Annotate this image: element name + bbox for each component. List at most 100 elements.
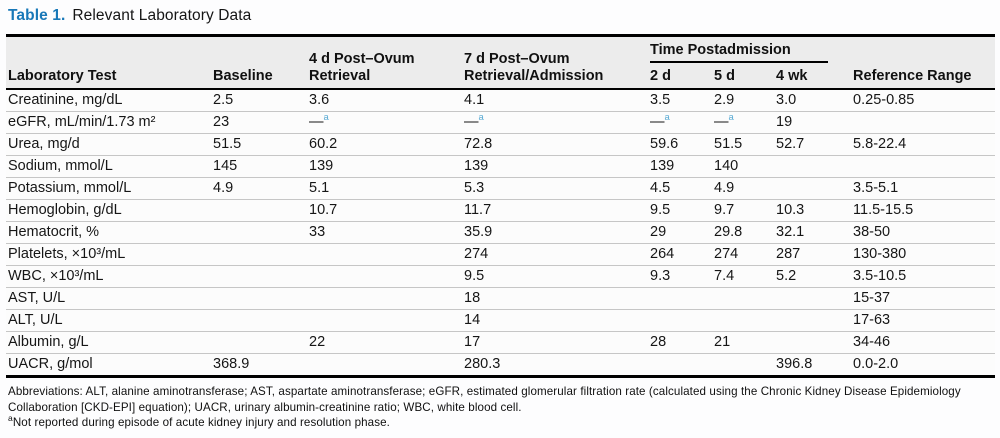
table-row: AST, U/L 18 15-37 (6, 287, 996, 310)
value-cell: 9.5 (462, 265, 648, 288)
value-cell: 140 (712, 155, 774, 178)
value-cell (774, 155, 852, 178)
value-cell: 4.9 (211, 177, 307, 200)
lab-test-cell: Hematocrit, % (6, 221, 211, 244)
value-cell (851, 155, 996, 178)
table-row: Albumin, g/L 22 17 28 21 34-46 (6, 331, 996, 354)
value-cell: —a (648, 111, 712, 134)
value-cell: 5.1 (307, 177, 462, 200)
value-cell (307, 309, 462, 332)
table-row: Platelets, ×10³/mL 274 264 274 287 130-380 (6, 243, 996, 266)
value-cell: 287 (774, 243, 852, 266)
value-cell: 3.5-10.5 (851, 265, 996, 288)
value-cell: 9.3 (648, 265, 712, 288)
value-cell: 0.0-2.0 (853, 356, 899, 372)
value-cell: 28 (648, 331, 712, 354)
lab-test-cell: WBC, ×10³/mL (6, 265, 211, 288)
value-cell (712, 309, 774, 332)
value-cell: 23 (211, 111, 307, 134)
value-cell: 3.0 (774, 89, 852, 112)
footnote-marker: a (728, 112, 734, 124)
value-cell: 14 (462, 309, 648, 332)
value-cell (648, 309, 712, 332)
value-cell: 264 (648, 243, 712, 266)
value-cell (648, 354, 712, 377)
value-cell (211, 221, 307, 244)
lab-test-cell: Sodium, mmol/L (6, 155, 211, 178)
value-cell: 17-63 (851, 309, 996, 332)
value-cell (774, 287, 852, 310)
value-cell: 51.5 (211, 133, 307, 156)
table-title: Table 1. Relevant Laboratory Data (6, 4, 995, 34)
value-cell: 35.9 (462, 221, 648, 244)
value-cell: 139 (648, 155, 712, 178)
table-row: Urea, mg/d 51.5 60.2 72.8 59.6 51.5 52.7 5.8-22… (6, 133, 996, 156)
header-4wk: 4 wk (774, 66, 852, 90)
value-cell (307, 243, 462, 266)
lab-test-cell: Hemoglobin, g/dL (6, 199, 211, 222)
lab-test-cell: UACR, g/mol (8, 356, 93, 372)
value-cell: 34-46 (851, 331, 996, 354)
table-caption: Relevant Laboratory Data (72, 7, 252, 24)
table-body: Creatinine, mg/dL 2.5 3.6 4.1 3.5 2.9 3.0 0.25-… (6, 89, 996, 377)
value-cell: 3.5 (648, 89, 712, 112)
value-cell: 33 (307, 221, 462, 244)
value-cell: 5.3 (462, 177, 648, 200)
header-7d-post-ovum-retrieval-admission: 7 d Post–Ovum Retrieval/Admission (462, 35, 648, 90)
abbreviations-note: Abbreviations: ALT, alanine aminotransfe… (8, 385, 961, 414)
value-cell: 5.8-22.4 (851, 133, 996, 156)
value-cell (307, 287, 462, 310)
header-5d: 5 d (712, 66, 774, 90)
footnote-a-text: Not reported during episode of acute kid… (12, 416, 390, 429)
value-cell (307, 265, 462, 288)
table-row: UACR, g/mol 368.9 280.3 396.8 0.0-2.0 (6, 354, 995, 377)
value-cell: 139 (307, 155, 462, 178)
lab-test-cell: eGFR, mL/min/1.73 m² (6, 111, 211, 134)
header-4d-post-ovum-retrieval: 4 d Post–Ovum Retrieval (307, 35, 462, 90)
table-row: ALT, U/L 14 17-63 (6, 309, 996, 332)
footnote-marker: a (664, 112, 670, 124)
table-row: Potassium, mmol/L 4.9 5.1 5.3 4.5 4.9 3.5-5.1 (6, 177, 996, 200)
table-row: Hemoglobin, g/dL 10.7 11.7 9.5 9.7 10.3 11.5-1… (6, 199, 996, 222)
value-cell: 3.5-5.1 (851, 177, 996, 200)
value-cell: 368.9 (213, 356, 250, 372)
value-cell: 11.5-15.5 (851, 199, 996, 222)
value-cell (211, 265, 307, 288)
lab-test-cell: Albumin, g/L (6, 331, 211, 354)
lab-test-cell: Creatinine, mg/dL (6, 89, 211, 112)
value-cell (211, 243, 307, 266)
value-cell: 5.2 (774, 265, 852, 288)
value-cell: —a (307, 111, 462, 134)
value-cell: 10.3 (774, 199, 852, 222)
value-cell: 72.8 (462, 133, 648, 156)
value-cell: 59.6 (648, 133, 712, 156)
table-row: Creatinine, mg/dL 2.5 3.6 4.1 3.5 2.9 3.0 0.25-… (6, 89, 996, 112)
value-cell: 15-37 (851, 287, 996, 310)
value-cell: —a (462, 111, 648, 134)
value-cell: 51.5 (712, 133, 774, 156)
value-cell (851, 111, 996, 134)
value-cell: 22 (307, 331, 462, 354)
value-cell: 274 (712, 243, 774, 266)
footnote-marker: a (323, 112, 329, 124)
lab-test-cell: Potassium, mmol/L (6, 177, 211, 200)
value-cell: 4.5 (648, 177, 712, 200)
value-cell: 2.9 (712, 89, 774, 112)
table-row: WBC, ×10³/mL 9.5 9.3 7.4 5.2 3.5-10.5 (6, 265, 996, 288)
value-cell: 130-380 (851, 243, 996, 266)
value-cell (774, 331, 852, 354)
value-cell: 4.1 (462, 89, 648, 112)
value-cell: 9.7 (712, 199, 774, 222)
header-2d: 2 d (648, 66, 712, 90)
lab-test-cell: ALT, U/L (6, 309, 211, 332)
value-cell: 29.8 (712, 221, 774, 244)
value-cell: 38-50 (851, 221, 996, 244)
footnote-marker: a (478, 112, 484, 124)
lab-test-cell: AST, U/L (6, 287, 211, 310)
header-laboratory-test: Laboratory Test (6, 35, 211, 90)
value-cell: 29 (648, 221, 712, 244)
value-cell: 17 (462, 331, 648, 354)
value-cell (211, 287, 307, 310)
value-cell: 280.3 (464, 356, 501, 372)
value-cell (211, 199, 307, 222)
